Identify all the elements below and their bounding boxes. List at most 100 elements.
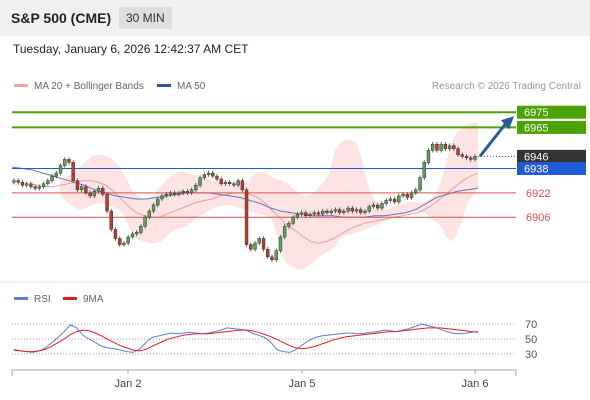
candle	[126, 234, 130, 246]
candle	[143, 214, 147, 229]
candle	[384, 198, 388, 206]
candle	[469, 155, 473, 162]
candle	[164, 192, 168, 199]
candle	[464, 154, 469, 161]
candle-body-up	[24, 183, 29, 186]
candle-body-down	[452, 145, 456, 149]
candle-body-up	[414, 189, 418, 194]
candle	[452, 143, 456, 152]
candle-body-up	[287, 223, 291, 227]
candle	[139, 224, 143, 235]
legend-ma50: MA 50	[157, 81, 205, 92]
candle	[240, 178, 245, 193]
candle-body-up	[291, 216, 295, 224]
price-tag-label-6938: 6938	[524, 164, 548, 176]
candle-body-down	[172, 192, 177, 195]
candle-body-up	[151, 204, 156, 212]
bollinger-band-fill	[60, 122, 478, 271]
candle-body-down	[316, 212, 321, 215]
candle	[473, 154, 477, 162]
candle	[75, 178, 80, 193]
support-label-6906: 6906	[526, 212, 550, 224]
candle-body-up	[447, 145, 452, 149]
candle	[194, 182, 198, 193]
candle	[156, 196, 160, 208]
candle-body-down	[405, 194, 410, 198]
time-tick-label: Jan 2	[115, 378, 142, 390]
candle-body-down	[460, 154, 464, 157]
chart-datetime: Tuesday, January 6, 2026 12:42:37 AM CET	[13, 42, 249, 56]
candle	[388, 196, 393, 203]
candle-body-down	[109, 210, 113, 230]
candle-body-up	[96, 188, 101, 192]
candle-body-up	[384, 200, 388, 204]
candle-body-down	[325, 210, 329, 213]
candle-body-up	[189, 189, 194, 194]
candle	[122, 240, 126, 247]
legend-9ma-label: 9MA	[83, 294, 104, 305]
legend-ma20-bollinger: MA 20 + Bollinger Bands	[14, 81, 144, 92]
candle-body-up	[380, 203, 384, 209]
candle-body-up	[473, 156, 477, 160]
candle-body-up	[223, 181, 228, 184]
candle	[397, 193, 401, 205]
candle	[189, 187, 194, 196]
candle-body-up	[329, 210, 333, 213]
instrument-title: S&P 500 (CME)	[11, 10, 112, 26]
candle	[227, 179, 232, 187]
candle	[41, 181, 46, 190]
candle-body-up	[367, 206, 371, 212]
candle	[342, 208, 346, 215]
candle	[219, 176, 223, 187]
candle-body-up	[354, 209, 359, 212]
candle-body-down	[376, 204, 380, 209]
candle-body-down	[244, 189, 249, 245]
candle-body-up	[363, 210, 367, 213]
timeframe-button[interactable]: 30 MIN	[119, 7, 172, 29]
candle-body-up	[46, 180, 50, 184]
candle	[308, 211, 312, 218]
candle-body-down	[240, 180, 245, 191]
candle-body-down	[84, 186, 88, 194]
candle	[223, 179, 228, 187]
candle-body-down	[67, 159, 71, 163]
candle-body-down	[88, 192, 92, 197]
candle	[54, 170, 58, 179]
candle	[367, 204, 371, 214]
candle	[435, 141, 439, 153]
candle	[50, 173, 54, 183]
candle	[211, 170, 215, 179]
candle	[232, 181, 236, 188]
candle-body-up	[58, 165, 63, 174]
research-credit: Research © 2026 Trading Central	[431, 81, 581, 92]
candle-body-up	[41, 183, 46, 187]
candle-body-up	[54, 172, 58, 177]
candle	[20, 179, 25, 188]
candle	[29, 181, 33, 190]
candle-body-up	[333, 209, 338, 212]
candle-body-down	[469, 157, 473, 160]
candle	[84, 184, 88, 196]
candle-body-up	[164, 194, 168, 197]
candle	[244, 187, 249, 247]
candle	[46, 178, 50, 187]
candle-body-up	[422, 162, 426, 178]
candle	[312, 210, 316, 217]
candle-body-up	[194, 185, 198, 191]
candle-body-up	[430, 143, 435, 151]
candle	[58, 163, 63, 176]
legend-9ma: 9MA	[63, 294, 104, 305]
candle-body-down	[249, 244, 253, 250]
candle-body-up	[312, 212, 316, 215]
candle	[447, 143, 452, 152]
candle	[24, 181, 29, 188]
candle	[266, 246, 270, 260]
candle-body-up	[177, 192, 181, 195]
candle	[278, 234, 283, 253]
candle	[460, 152, 464, 159]
legend-ma20-swatch	[14, 83, 28, 87]
candle	[101, 186, 105, 197]
candle	[130, 231, 135, 240]
candle	[16, 178, 20, 185]
candle	[287, 221, 291, 229]
